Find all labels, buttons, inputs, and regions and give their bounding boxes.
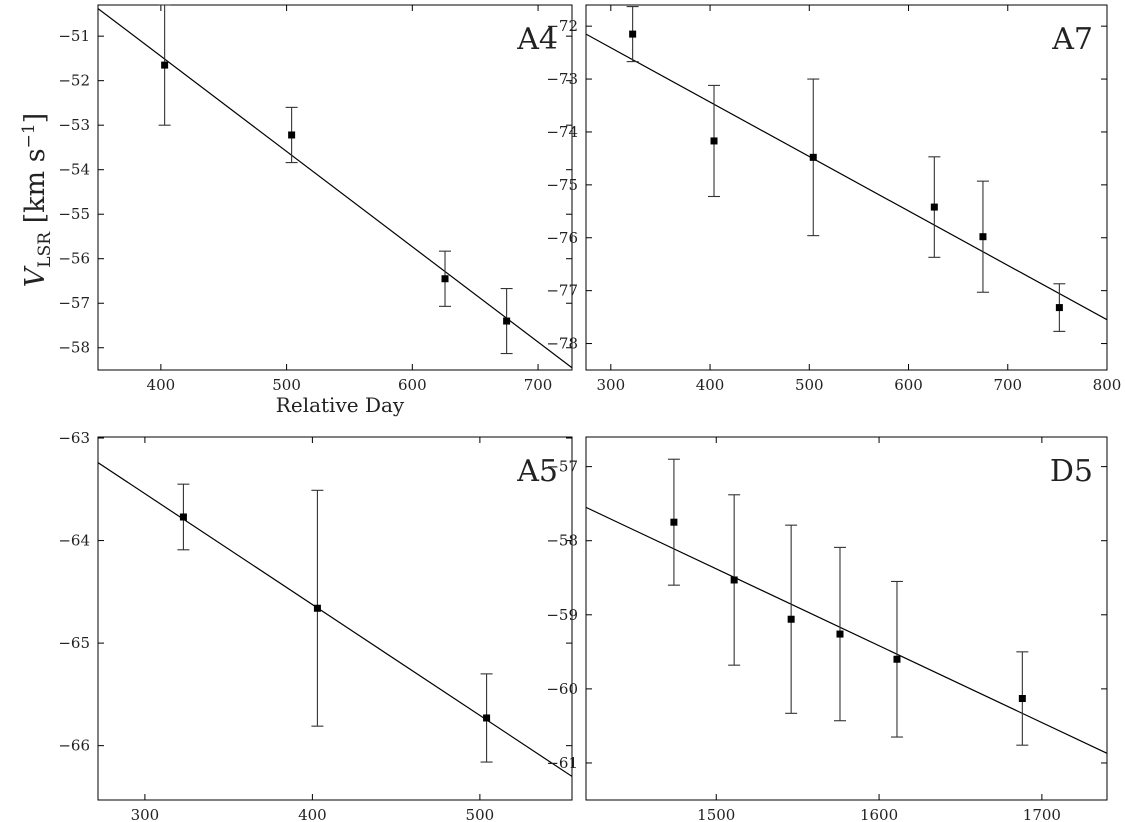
x-tick-label: 600 <box>894 376 923 394</box>
panel-a4: 400 500 600 700 −58 −57 −56 −55 −54 −53 −52 −51 A4 Re… <box>58 4 573 417</box>
data-point <box>809 153 817 161</box>
data-point <box>836 630 844 638</box>
data-point <box>930 203 938 211</box>
panel-label: A4 <box>516 22 558 57</box>
y-tick-label: −72 <box>546 17 578 35</box>
x-tick-label: 1700 <box>1023 806 1061 822</box>
y-tick-label: −54 <box>58 161 90 179</box>
x-tick-label: 400 <box>696 376 725 394</box>
data-point <box>787 615 795 623</box>
y-tick-label: −65 <box>58 634 90 652</box>
fit-line <box>98 8 572 369</box>
data-point <box>288 131 296 139</box>
y-tick-label: −55 <box>58 205 90 223</box>
data-point <box>1055 304 1063 312</box>
data-point <box>670 518 678 526</box>
data-point <box>161 61 169 69</box>
y-tick-label: −75 <box>546 176 578 194</box>
panel-label: D5 <box>1050 454 1093 489</box>
data-point <box>710 137 718 145</box>
data-point <box>730 576 738 584</box>
x-tick-label: 400 <box>298 806 327 822</box>
panel-d5: 1500 1600 1700 −61 −60 −59 −58 −57 D5 <box>546 436 1108 822</box>
y-tick-label: −77 <box>546 282 578 300</box>
panel-a5: 300 400 500 −66 −65 −64 −63 A5 <box>58 429 573 822</box>
data-point <box>313 604 321 612</box>
plot-frame <box>97 4 573 371</box>
panel-a7: 300 400 500 600 700 800 −78 −77 −76 −75 −74 −73 −72 A… <box>546 4 1122 394</box>
y-tick-label: −66 <box>58 737 90 755</box>
data-point <box>979 233 987 241</box>
y-tick-label: −64 <box>58 532 90 550</box>
y-tick-label: −58 <box>546 532 578 550</box>
data-point <box>1018 695 1026 703</box>
fit-line <box>586 33 1107 321</box>
fit-line <box>586 506 1107 754</box>
shared-ylabel: VLSR [km s−1] <box>19 113 55 287</box>
x-tick-label: 700 <box>993 376 1022 394</box>
y-tick-label: −53 <box>58 116 90 134</box>
y-tick-label: −76 <box>546 229 578 247</box>
plot-frame <box>97 436 573 801</box>
x-tick-label: 400 <box>147 376 176 394</box>
x-tick-label: 600 <box>398 376 427 394</box>
y-tick-label: −56 <box>58 250 90 268</box>
panel-label: A7 <box>1051 22 1093 57</box>
plot-frame <box>585 4 1108 371</box>
x-tick-label: 300 <box>131 806 160 822</box>
data-point <box>629 30 637 38</box>
x-tick-label: 1500 <box>697 806 735 822</box>
y-tick-label: −52 <box>58 72 90 90</box>
y-tick-label: −51 <box>58 27 90 45</box>
x-axis-label: Relative Day <box>276 393 405 417</box>
y-tick-label: −61 <box>546 754 578 772</box>
y-tick-label: −60 <box>546 680 578 698</box>
data-point <box>441 275 449 283</box>
y-tick-label: −74 <box>546 123 578 141</box>
fit-line <box>98 462 572 777</box>
x-tick-label: 800 <box>1093 376 1122 394</box>
x-tick-label: 300 <box>596 376 625 394</box>
data-point <box>179 513 187 521</box>
panel-label: A5 <box>516 454 558 489</box>
plot-frame <box>585 436 1108 801</box>
data-point <box>483 714 491 722</box>
y-tick-label: −73 <box>546 70 578 88</box>
x-tick-label: 500 <box>795 376 824 394</box>
y-tick-label: −78 <box>546 335 578 353</box>
y-tick-label: −63 <box>58 429 90 447</box>
y-tick-label: −57 <box>546 458 578 476</box>
y-tick-label: −58 <box>58 339 90 357</box>
x-tick-label: 700 <box>524 376 553 394</box>
data-point <box>503 317 511 325</box>
y-tick-label: −59 <box>546 606 578 624</box>
y-tick-label: −57 <box>58 294 90 312</box>
data-point <box>893 655 901 663</box>
x-tick-label: 500 <box>466 806 495 822</box>
x-tick-label: 500 <box>272 376 301 394</box>
x-tick-label: 1600 <box>860 806 898 822</box>
